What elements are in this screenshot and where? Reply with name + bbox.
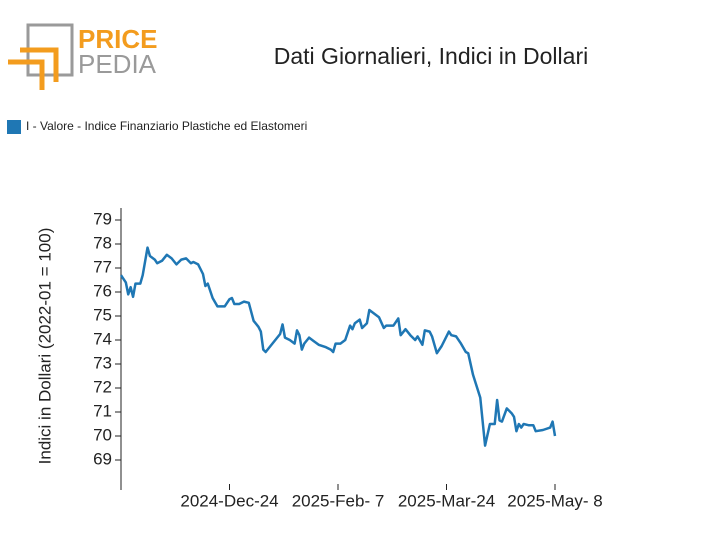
y-tick-label: 70 xyxy=(93,425,112,444)
x-tick-label: 2025-May- 8 xyxy=(507,491,602,510)
legend-swatch xyxy=(7,120,21,134)
y-tick-label: 73 xyxy=(93,353,112,372)
y-tick-label: 76 xyxy=(93,281,112,300)
legend-label: I - Valore - Indice Finanziario Plastich… xyxy=(26,119,307,133)
y-axis-label: Indici in Dollari (2022-01 = 100) xyxy=(35,228,54,465)
y-tick-label: 77 xyxy=(93,257,112,276)
chart-title: Dati Giornalieri, Indici in Dollari xyxy=(274,43,588,69)
y-tick-label: 78 xyxy=(93,233,112,252)
x-tick-label: 2025-Mar-24 xyxy=(398,491,495,510)
logo-top: PRICE xyxy=(78,24,157,54)
y-tick-label: 69 xyxy=(93,449,112,468)
y-tick-label: 75 xyxy=(93,305,112,324)
y-tick-label: 71 xyxy=(93,401,112,420)
y-tick-label: 74 xyxy=(93,329,112,348)
data-line xyxy=(119,246,557,447)
logo-bottom: PEDIA xyxy=(78,49,157,79)
y-tick-label: 72 xyxy=(93,377,112,396)
logo: PRICE PEDIA xyxy=(8,23,157,90)
y-tick-label: 79 xyxy=(93,209,112,228)
logo-mark xyxy=(20,47,59,82)
logo-mark xyxy=(8,59,45,90)
x-tick-label: 2025-Feb- 7 xyxy=(292,491,385,510)
x-tick-label: 2024-Dec-24 xyxy=(180,491,278,510)
